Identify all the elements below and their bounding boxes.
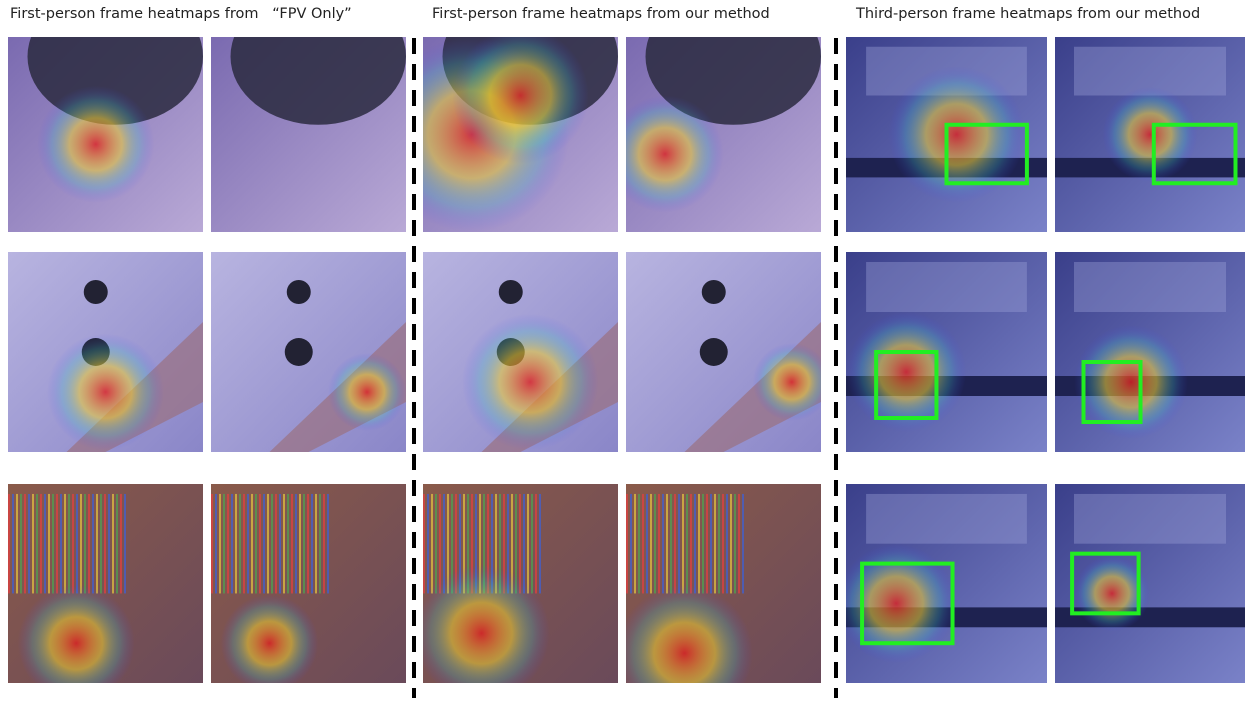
heatmap-image — [8, 484, 203, 683]
heatmap-image — [626, 252, 821, 452]
header: Third-person frame heatmaps from our met… — [856, 6, 1201, 22]
heatmap-image — [211, 252, 406, 452]
heatmap-image — [211, 484, 406, 683]
heatmap-image — [423, 252, 618, 452]
heatmap-image — [423, 484, 618, 683]
heatmap-image — [626, 484, 821, 683]
divider — [834, 38, 838, 698]
heatmap-image — [1055, 484, 1245, 683]
heatmap-image — [8, 37, 203, 232]
header: First-person frame heatmaps from “FPV On… — [10, 6, 352, 22]
heatmap-image — [211, 37, 406, 232]
heatmap-image — [626, 37, 821, 232]
heatmap-image — [846, 252, 1047, 452]
heatmap-image — [1055, 37, 1245, 232]
heatmap-image — [8, 252, 203, 452]
header: First-person frame heatmaps from our met… — [432, 6, 770, 22]
heatmap-image — [846, 37, 1047, 232]
heatmap-image — [1055, 252, 1245, 452]
divider — [412, 38, 416, 698]
heatmap-image — [846, 484, 1047, 683]
heatmap-image — [423, 37, 618, 232]
